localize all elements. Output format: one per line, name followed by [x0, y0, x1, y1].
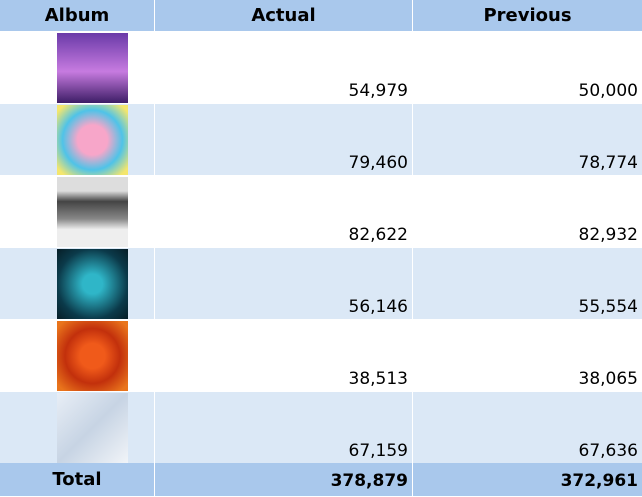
header-cell: Album [0, 0, 155, 31]
table-row: 56,146 55,554 [0, 248, 642, 320]
total-row: Total 378,879 372,961 [0, 463, 642, 497]
value-cell: 67,159 [155, 392, 413, 463]
table-row: 67,159 67,636 [0, 392, 642, 464]
total-label: Total [0, 463, 155, 496]
album-cover [57, 393, 128, 463]
value-cell: 78,774 [413, 104, 642, 175]
total-value: 378,879 [330, 471, 408, 491]
value-text: 50,000 [578, 81, 638, 101]
album-cover [57, 177, 128, 247]
album-cover [57, 33, 128, 103]
value-text: 78,774 [578, 153, 638, 173]
value-cell: 38,065 [413, 320, 642, 391]
value-cell: 67,636 [413, 392, 642, 463]
value-cell: 50,000 [413, 32, 642, 103]
value-cell: 79,460 [155, 104, 413, 175]
value-text: 54,979 [348, 81, 408, 101]
value-cell: 56,146 [155, 248, 413, 319]
total-cell: 378,879 [155, 463, 413, 496]
total-cell: 372,961 [413, 463, 642, 496]
album-cover [57, 105, 128, 175]
album-cover [57, 321, 128, 391]
header-row: Album Actual Previous [0, 0, 642, 32]
value-text: 38,513 [348, 369, 408, 389]
value-text: 67,159 [348, 441, 408, 461]
album-cell [0, 320, 155, 391]
total-value: 372,961 [560, 471, 638, 491]
value-cell: 55,554 [413, 248, 642, 319]
album-cell [0, 32, 155, 103]
table-row: 54,979 50,000 [0, 32, 642, 104]
value-cell: 82,622 [155, 176, 413, 247]
value-cell: 82,932 [413, 176, 642, 247]
value-text: 82,932 [578, 225, 638, 245]
table-row: 38,513 38,065 [0, 320, 642, 392]
value-text: 67,636 [578, 441, 638, 461]
value-text: 38,065 [578, 369, 638, 389]
value-cell: 38,513 [155, 320, 413, 391]
table-row: 82,622 82,932 [0, 176, 642, 248]
value-text: 79,460 [348, 153, 408, 173]
album-cell [0, 176, 155, 247]
album-cell [0, 248, 155, 319]
album-cover [57, 249, 128, 319]
album-cell [0, 392, 155, 463]
album-cell [0, 104, 155, 175]
value-text: 56,146 [348, 297, 408, 317]
value-text: 82,622 [348, 225, 408, 245]
header-cell: Previous [483, 5, 572, 26]
table-row: 79,460 78,774 [0, 104, 642, 176]
value-cell: 54,979 [155, 32, 413, 103]
value-text: 55,554 [578, 297, 638, 317]
header-cell: Actual [155, 0, 413, 31]
